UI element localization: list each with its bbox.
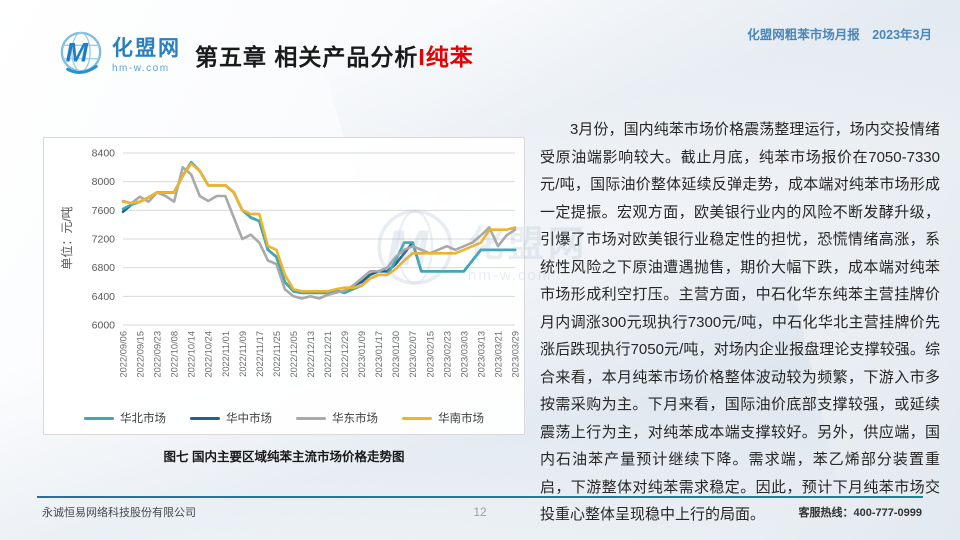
x-tick-label: 2023/03/03 [459,331,469,378]
globe-m-logo-icon: M [60,31,102,74]
legend-label: 华北市场 [120,413,166,425]
x-tick-label: 2023/01/30 [391,331,401,378]
page-title-highlight: I纯苯 [418,44,474,70]
legend-item: 华东市场 [296,410,378,426]
x-tick-label: 2022/10/08 [170,331,180,378]
logo-subtitle: hm-w.com [112,63,170,74]
x-tick-label: 2023/03/13 [476,331,486,378]
series-line-华东市场 [121,165,517,300]
x-tick-label: 2022/11/25 [272,331,282,377]
legend-swatch [296,416,326,420]
legend-item: 华中市场 [190,410,272,426]
x-tick-label: 2022/12/29 [340,331,350,378]
svg-text:M: M [66,38,89,68]
y-tick-label: 7200 [92,234,116,246]
legend-label: 华中市场 [226,413,272,425]
x-tick-label: 2022/09/06 [119,331,129,378]
x-tick-label: 2022/11/01 [221,331,231,377]
chart-caption: 图七 国内主要区域纯苯主流市场价格走势图 [163,450,405,464]
x-tick-label: 2022/12/21 [323,331,333,378]
market-analysis-text: 3月份，国内纯苯市场价格震荡整理运行，场内交投情绪受原油端影响较大。截止月底，纯… [540,121,940,523]
x-tick-label: 2022/11/17 [255,331,265,377]
y-tick-label: 6000 [92,320,116,332]
x-tick-label: 2022/09/23 [153,331,163,378]
company-logo: M 化盟网 hm-w.com [58,30,181,76]
report-label: 化盟网粗苯市场月报 2023年3月 [747,28,932,42]
y-tick-label: 8400 [92,148,116,160]
footer-divider [37,496,923,498]
y-tick-label: 7600 [92,205,116,217]
series-line-华南市场 [121,162,517,293]
chart-legend: 华北市场 华中市场 华东市场 华南市场 [44,410,524,426]
legend-swatch [84,416,114,420]
y-tick-label: 6400 [92,291,116,303]
x-tick-label: 2022/10/14 [187,331,197,378]
footer-hotline: 客服热线：400-777-0999 [798,507,922,519]
legend-swatch [402,416,432,420]
x-tick-label: 2022/09/15 [136,331,146,378]
legend-label: 华东市场 [332,413,378,425]
legend-swatch [190,416,220,420]
price-trend-chart-card: 单位：元/吨 6000 6400 6800 7200 7600 8000 8400 2022/… [43,137,525,435]
page-title: 第五章 相关产品分析I纯苯 [195,38,474,72]
y-tick-label: 6800 [92,262,116,274]
price-trend-chart: 6000 6400 6800 7200 7600 8000 8400 2022/09/06 20… [92,148,521,378]
logo-name: 化盟网 [112,37,181,60]
x-tick-label: 2023/02/23 [442,331,452,378]
x-tick-label: 2023/01/09 [357,331,367,378]
footer-company: 永诚恒易网络科技股份有限公司 [42,507,196,519]
x-tick-label: 2022/12/13 [306,331,316,378]
footer-page-number: 12 [473,505,487,519]
x-tick-label: 2023/03/29 [511,331,521,378]
x-tick-label: 2022/11/09 [238,331,248,377]
x-tick-label: 2022/10/24 [204,331,214,378]
y-tick-label: 8000 [92,176,116,188]
page-title-main: 第五章 相关产品分析 [195,44,419,70]
x-tick-label: 2023/03/21 [493,331,503,378]
legend-item: 华南市场 [402,410,484,426]
x-tick-label: 2023/01/17 [374,331,384,378]
legend-item: 华北市场 [84,410,166,426]
legend-label: 华南市场 [438,413,484,425]
x-tick-label: 2023/02/07 [408,331,418,378]
x-tick-label: 2023/02/15 [425,331,435,378]
x-tick-label: 2022/12/05 [289,331,299,378]
